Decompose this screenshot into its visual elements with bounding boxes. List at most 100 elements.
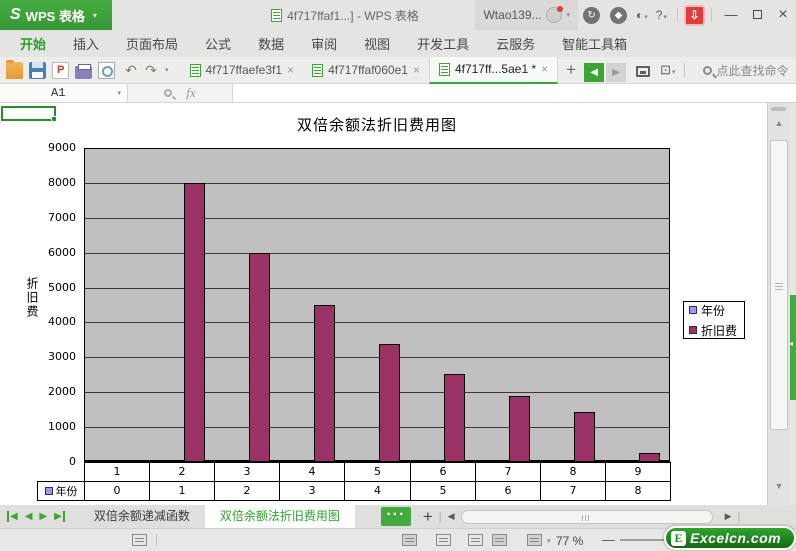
close-icon[interactable]: × — [541, 62, 549, 76]
skin-switch-icon[interactable]: ◐▾ — [636, 8, 648, 22]
magnifier-icon[interactable] — [164, 89, 173, 97]
y-axis-tick: 4000 — [48, 315, 76, 329]
last-sheet-icon[interactable]: ▶ — [54, 511, 65, 522]
first-sheet-icon[interactable]: ◀ — [7, 511, 18, 522]
close-icon[interactable]: × — [287, 63, 295, 77]
split-handle[interactable] — [771, 107, 786, 111]
table-category-cell: 9 — [605, 462, 671, 482]
sheet-tab-2[interactable]: 双倍余额法折旧费用图 — [204, 505, 355, 528]
bar-折旧费-7[interactable] — [509, 396, 531, 462]
table-value-cell: 3 — [279, 481, 345, 501]
vertical-scrollbar[interactable]: ▲ ▼ — [767, 103, 790, 505]
doc-tab-1[interactable]: 4f717ffaefe3f1 × — [181, 57, 304, 84]
menu-tab-10[interactable]: 智能工具箱 — [562, 37, 628, 52]
add-sheet-button[interactable]: + — [422, 506, 433, 526]
table-category-cell: 5 — [344, 462, 411, 482]
menu-tab-4[interactable]: 公式 — [205, 37, 232, 52]
search-hint-text: 点此查找命令 — [716, 63, 789, 78]
bar-折旧费-5[interactable] — [379, 344, 400, 462]
menu-tab-2[interactable]: 插入 — [73, 37, 100, 52]
horizontal-scrollbar[interactable] — [460, 509, 719, 524]
scroll-right-icon[interactable]: ▶ — [724, 511, 732, 521]
reading-mode-icon[interactable] — [492, 534, 507, 546]
chart-plot-area[interactable] — [84, 148, 670, 462]
menu-tab-8[interactable]: 开发工具 — [417, 37, 470, 52]
y-axis-tick: 6000 — [48, 245, 76, 259]
prev-sheet-icon[interactable]: ◀ — [24, 511, 33, 522]
close-button[interactable]: × — [778, 6, 788, 23]
bar-折旧费-9[interactable] — [639, 453, 661, 462]
toolbar-more-icon[interactable]: ▾ — [165, 67, 169, 74]
formula-input[interactable] — [232, 84, 796, 102]
search-icon — [702, 65, 712, 75]
theme-icon[interactable]: ◆ — [610, 6, 628, 24]
insert-function-icon[interactable]: fx — [186, 85, 196, 100]
close-icon[interactable]: × — [412, 63, 420, 77]
bar-折旧费-4[interactable] — [313, 305, 335, 462]
command-search-input[interactable]: 点此查找命令 — [702, 62, 789, 79]
page-break-view-icon[interactable] — [468, 534, 483, 546]
more-sheets-button[interactable]: ··· — [380, 507, 411, 526]
cell-name-box[interactable]: A1 ▾ — [0, 84, 128, 102]
menu-tab-6[interactable]: 审阅 — [311, 37, 338, 52]
zoom-out-button[interactable]: — — [602, 532, 615, 547]
doc-tab-label: 4f717ffaf060e1 — [328, 63, 408, 77]
screen-play-icon[interactable] — [636, 63, 651, 78]
menu-tab-1[interactable]: 开始 — [20, 37, 47, 52]
y-axis-tick: 0 — [69, 455, 76, 468]
doc-tab-3[interactable]: 4f717ff...5ae1 * × — [428, 56, 559, 84]
wps-logo-button[interactable]: S WPS 表格 ▾ — [0, 0, 112, 30]
window-document-title: 4f717ffaf1...] - WPS 表格 — [230, 0, 460, 30]
maximize-button[interactable] — [744, 0, 770, 30]
bar-折旧费-2[interactable] — [183, 183, 205, 462]
table-row-label: 年份 — [37, 481, 85, 501]
menu-tab-9[interactable]: 云服务 — [496, 37, 536, 52]
doc-tab-label: 4f717ff...5ae1 * — [454, 62, 537, 76]
help-icon[interactable]: ?▾ — [655, 8, 667, 22]
menu-tab-5[interactable]: 数据 — [258, 37, 285, 52]
bar-折旧费-8[interactable] — [574, 412, 596, 462]
page-layout-view-icon[interactable] — [436, 534, 451, 546]
print-icon[interactable] — [75, 63, 92, 79]
legend-key-icon — [44, 487, 53, 495]
avatar — [545, 6, 563, 23]
import-export-icon[interactable]: ⊡▾ — [660, 62, 676, 77]
next-sheet-icon[interactable]: ▶ — [39, 511, 48, 522]
zoom-slider[interactable] — [620, 539, 672, 541]
bar-折旧费-3[interactable] — [248, 253, 270, 462]
download-manager-icon[interactable]: ⇩ — [684, 4, 705, 26]
undo-icon[interactable]: ↶ — [125, 61, 137, 78]
sheet-tab-1[interactable]: 双倍余额递减函数 — [93, 509, 190, 523]
gridline — [85, 217, 669, 219]
scroll-left-icon[interactable]: ◀ — [447, 511, 455, 521]
normal-view-icon[interactable] — [402, 534, 417, 546]
open-file-icon[interactable] — [6, 59, 23, 79]
save-icon[interactable] — [29, 61, 46, 79]
side-pane-toggle[interactable] — [789, 295, 796, 400]
chevron-down-icon[interactable]: ▾ — [547, 538, 551, 545]
table-category-cell: 4 — [279, 462, 345, 482]
export-pdf-icon[interactable] — [52, 61, 69, 79]
next-tab-button[interactable]: ▶ — [606, 62, 627, 82]
account-button[interactable]: Wtao139... ▾ — [475, 0, 579, 30]
print-preview-icon[interactable] — [98, 61, 115, 79]
chart-legend[interactable]: 年份 折旧费 — [683, 301, 745, 339]
feedback-icon[interactable]: ↻ — [583, 6, 601, 24]
menu-tab-3[interactable]: 页面布局 — [126, 37, 179, 52]
redo-icon[interactable]: ↷ — [145, 61, 157, 78]
y-axis-tick: 8000 — [48, 175, 76, 189]
new-document-button[interactable]: + — [566, 60, 577, 79]
scroll-down-icon[interactable]: ▼ — [774, 481, 784, 491]
selected-cell[interactable] — [1, 106, 57, 122]
doc-tab-2[interactable]: 4f717ffaf060e1 × — [303, 57, 429, 84]
horizontal-scroll-thumb[interactable] — [460, 509, 713, 524]
bar-折旧费-6[interactable] — [444, 374, 466, 462]
highlight-mode-icon[interactable] — [527, 534, 542, 546]
minimize-button[interactable]: — — [724, 7, 738, 22]
prev-tab-button[interactable]: ◀ — [584, 62, 605, 82]
formula-bar-icons: fx — [128, 85, 232, 101]
scroll-up-icon[interactable]: ▲ — [774, 118, 784, 128]
vertical-scroll-thumb[interactable] — [770, 140, 788, 430]
menu-tab-7[interactable]: 视图 — [364, 37, 391, 52]
